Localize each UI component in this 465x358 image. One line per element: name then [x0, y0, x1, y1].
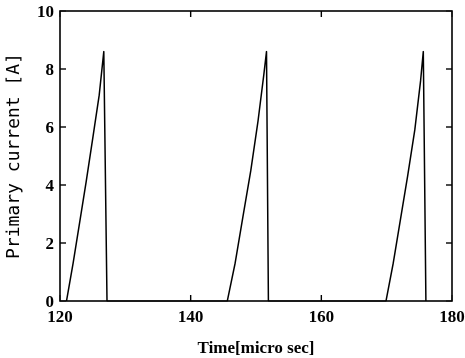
plot-frame	[59, 10, 453, 302]
y-tick-label: 2	[46, 234, 55, 253]
y-axis-label: Primary current [A]	[3, 53, 24, 259]
series-line	[65, 50, 427, 302]
x-tick-label: 120	[47, 307, 73, 326]
x-axis-label: Time[micro sec]	[198, 338, 315, 357]
x-tick-label: 160	[309, 307, 335, 326]
x-tick-label: 180	[439, 307, 465, 326]
y-tick-label: 10	[37, 2, 54, 21]
y-tick-label: 8	[46, 60, 55, 79]
y-tick-label: 4	[46, 176, 55, 195]
y-tick-label: 6	[46, 118, 55, 137]
x-tick-label: 140	[178, 307, 204, 326]
y-tick-label: 0	[46, 292, 55, 311]
